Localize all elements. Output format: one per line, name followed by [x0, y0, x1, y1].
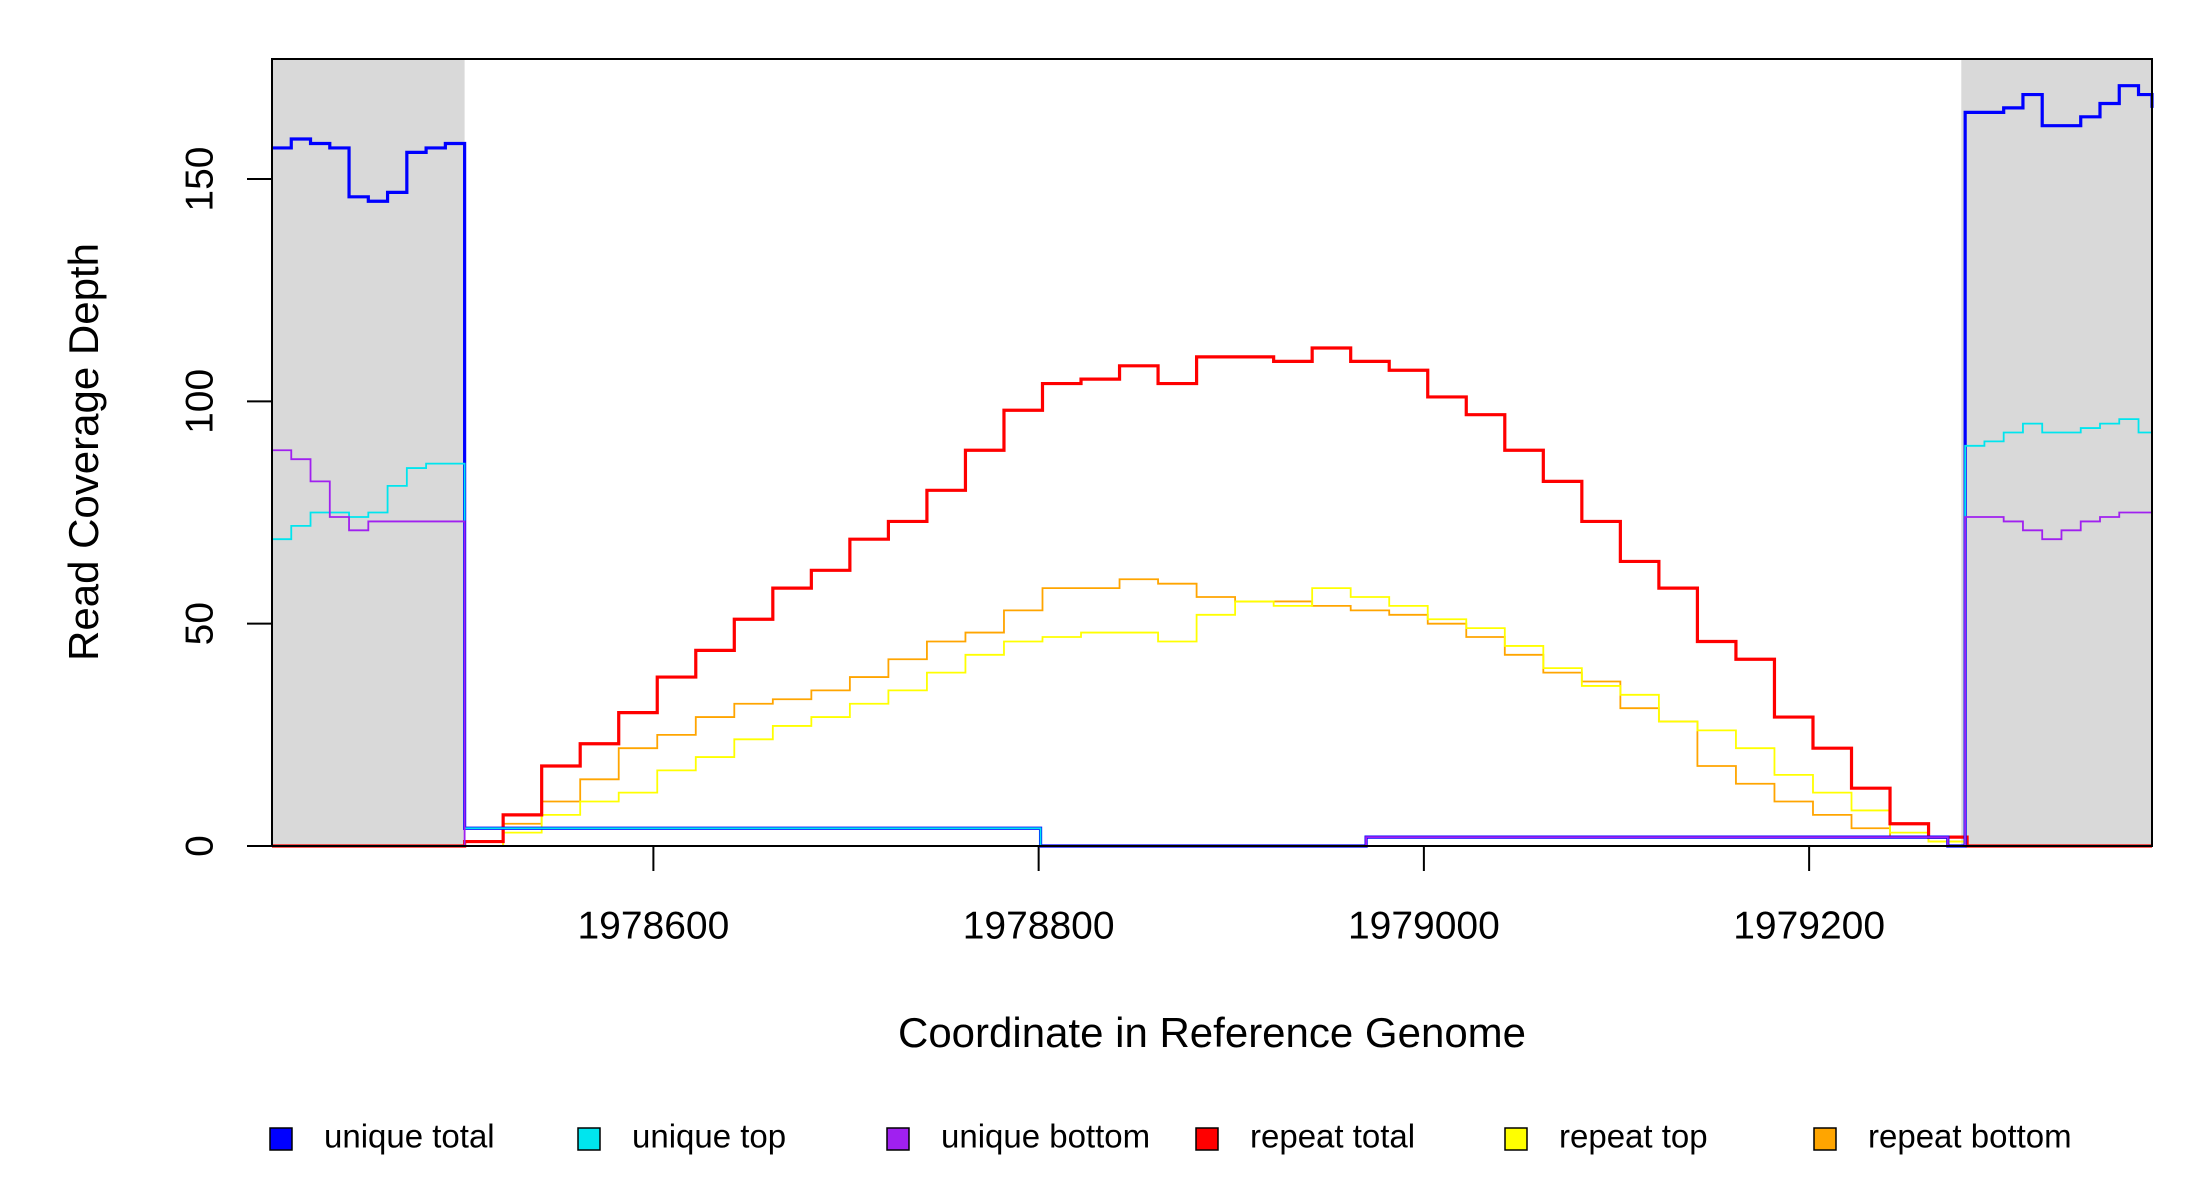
legend-label: unique bottom	[941, 1118, 1150, 1155]
legend-swatch	[269, 1127, 293, 1151]
legend-swatch	[886, 1127, 910, 1151]
series-line	[272, 418, 2153, 847]
x-axis-label: Coordinate in Reference Genome	[898, 1009, 1526, 1056]
legend-swatch	[1504, 1127, 1528, 1151]
plot-frame	[271, 58, 2153, 847]
legend-label: repeat top	[1559, 1118, 1708, 1155]
x-tick-label: 1979000	[1348, 904, 1500, 947]
y-tick-label: 100	[178, 369, 221, 434]
series-line	[272, 578, 2152, 847]
y-axis-label: Read Coverage Depth	[60, 243, 107, 661]
legend-label: repeat bottom	[1868, 1118, 2072, 1155]
shaded-region	[1961, 59, 2152, 846]
legend-swatch	[1813, 1127, 1837, 1151]
series-line	[272, 587, 2152, 847]
legend-label: unique total	[324, 1118, 495, 1155]
y-tick-label: 150	[178, 147, 221, 212]
series-line	[272, 346, 2152, 848]
legend-swatch	[1195, 1127, 1219, 1151]
x-tick-label: 1978800	[963, 904, 1115, 947]
y-tick-label: 0	[178, 835, 221, 857]
series-line	[272, 84, 2154, 848]
y-tick-label: 50	[178, 602, 221, 645]
legend-label: unique top	[632, 1118, 786, 1155]
legend-label: repeat total	[1250, 1118, 1415, 1155]
x-tick-label: 1978600	[577, 904, 729, 947]
x-tick-label: 1979200	[1733, 904, 1885, 947]
legend-swatch	[577, 1127, 601, 1151]
shaded-region	[272, 59, 465, 846]
